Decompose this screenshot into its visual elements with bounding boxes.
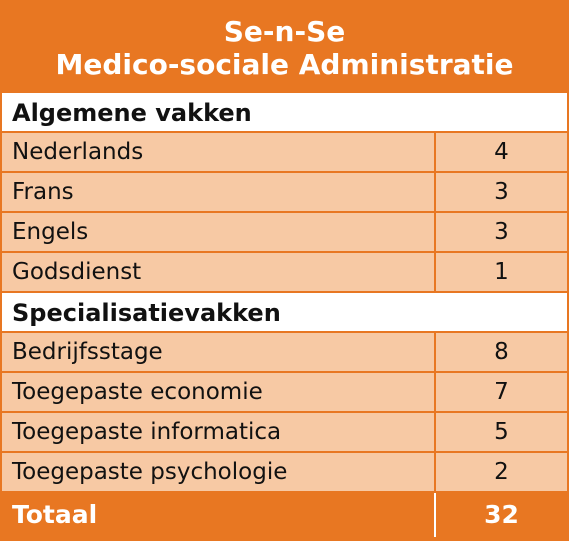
hours-value: 7 (494, 379, 509, 405)
table-row: Bedrijfsstage 8 (2, 333, 567, 373)
subject-name: Toegepaste psychologie (2, 453, 436, 491)
hours-value: 2 (494, 459, 509, 485)
table-row: Frans 3 (2, 173, 567, 213)
section-heading-general: Algemene vakken (2, 93, 567, 133)
subject-name: Bedrijfsstage (2, 333, 436, 371)
table-row: Toegepaste economie 7 (2, 373, 567, 413)
table-row: Engels 3 (2, 213, 567, 253)
table-row: Nederlands 4 (2, 133, 567, 173)
hours-value: 5 (494, 419, 509, 445)
title-line-1: Se-n-Se (223, 14, 346, 48)
hours-value: 8 (494, 339, 509, 365)
table-row: Toegepaste psychologie 2 (2, 453, 567, 493)
hours-value: 1 (494, 259, 509, 285)
subject-name: Godsdienst (2, 253, 436, 291)
total-label: Totaal (2, 493, 436, 537)
hours-value: 4 (494, 139, 509, 165)
table-row: Toegepaste informatica 5 (2, 413, 567, 453)
title-line-2: Medico-sociale Administratie (55, 47, 514, 81)
total-row: Totaal 32 (2, 493, 567, 537)
hours-value: 3 (494, 219, 509, 245)
table-title: Se-n-Se Medico-sociale Administratie (2, 2, 567, 93)
subject-name: Toegepaste informatica (2, 413, 436, 451)
subject-name: Toegepaste economie (2, 373, 436, 411)
subject-name: Engels (2, 213, 436, 251)
total-value: 32 (484, 500, 519, 529)
section-heading-specialisation: Specialisatievakken (2, 293, 567, 333)
hours-value: 3 (494, 179, 509, 205)
subject-name: Frans (2, 173, 436, 211)
table-row: Godsdienst 1 (2, 253, 567, 293)
subject-name: Nederlands (2, 133, 436, 171)
